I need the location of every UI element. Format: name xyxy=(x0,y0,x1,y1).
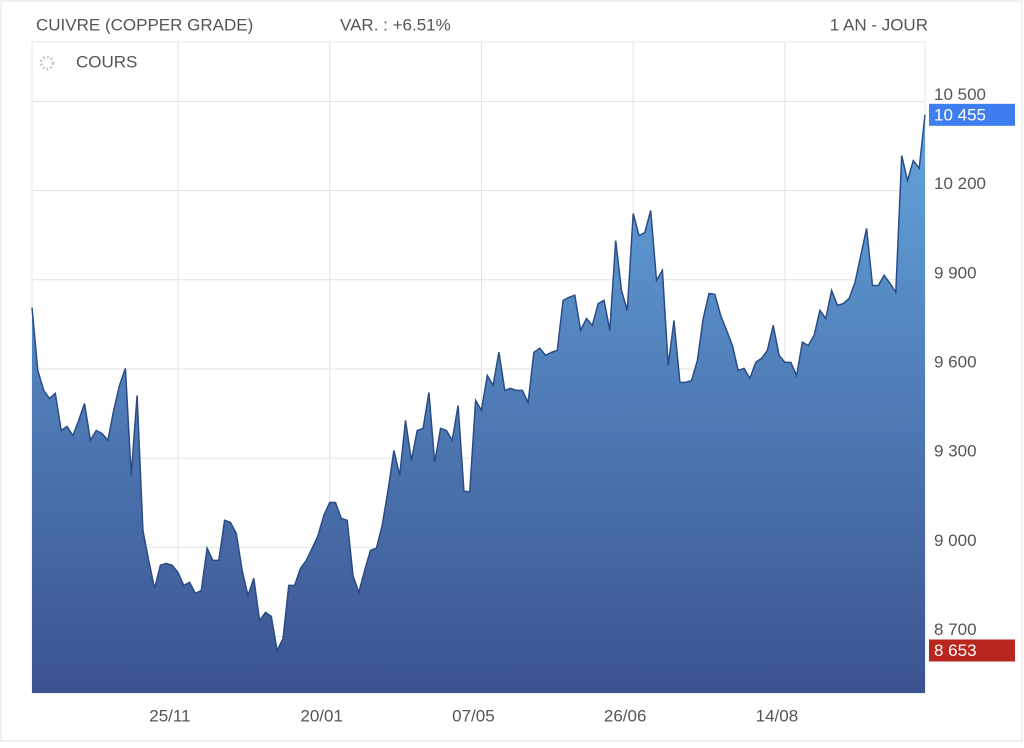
x-tick-label: 25/11 xyxy=(149,706,190,725)
price-badge-label: 10 455 xyxy=(934,105,986,124)
chart-subtitle: VAR. : +6.51% xyxy=(340,15,451,34)
line xyxy=(31,114,926,653)
y-tick-label: 9 300 xyxy=(934,442,977,461)
x-tick-label: 07/05 xyxy=(452,706,495,725)
price-badge xyxy=(929,639,1015,662)
y-tick-label: 10 500 xyxy=(934,85,986,104)
x-tick-label: 20/01 xyxy=(300,706,343,725)
y-tick-label: 8 700 xyxy=(934,620,977,639)
x-tick-label: 14/08 xyxy=(756,706,799,725)
price-badge-label: 8 653 xyxy=(934,641,977,660)
y-tick-label: 10 200 xyxy=(934,174,986,193)
y-tick-label: 9 000 xyxy=(934,531,977,550)
price-badge xyxy=(929,103,1015,126)
y-tick-label: 9 900 xyxy=(934,263,977,282)
legend-label: COURS xyxy=(76,52,137,71)
legend[interactable]: COURS xyxy=(39,52,137,71)
legend-icon xyxy=(39,55,55,71)
period-label: 1 AN - JOUR xyxy=(830,15,928,34)
chart-title: CUIVRE (COPPER GRADE) xyxy=(36,15,253,34)
marks xyxy=(31,114,926,694)
area xyxy=(32,114,925,694)
x-tick-label: 26/06 xyxy=(604,706,647,725)
y-tick-label: 9 600 xyxy=(934,352,977,371)
